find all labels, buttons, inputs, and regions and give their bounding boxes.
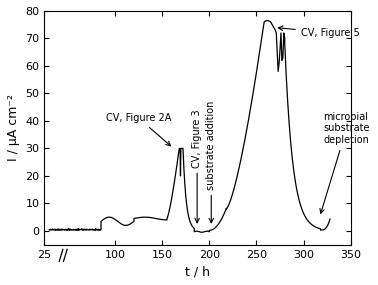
Text: CV, Figure 5: CV, Figure 5	[278, 26, 359, 38]
Text: substrate addition: substrate addition	[206, 100, 216, 223]
Text: microbial
substrate
depletion: microbial substrate depletion	[320, 112, 370, 213]
Y-axis label: I / μA cm⁻²: I / μA cm⁻²	[7, 94, 20, 161]
X-axis label: t / h: t / h	[185, 265, 210, 278]
Text: CV, Figure 3: CV, Figure 3	[192, 109, 202, 223]
Text: CV, Figure 2A: CV, Figure 2A	[106, 113, 171, 146]
